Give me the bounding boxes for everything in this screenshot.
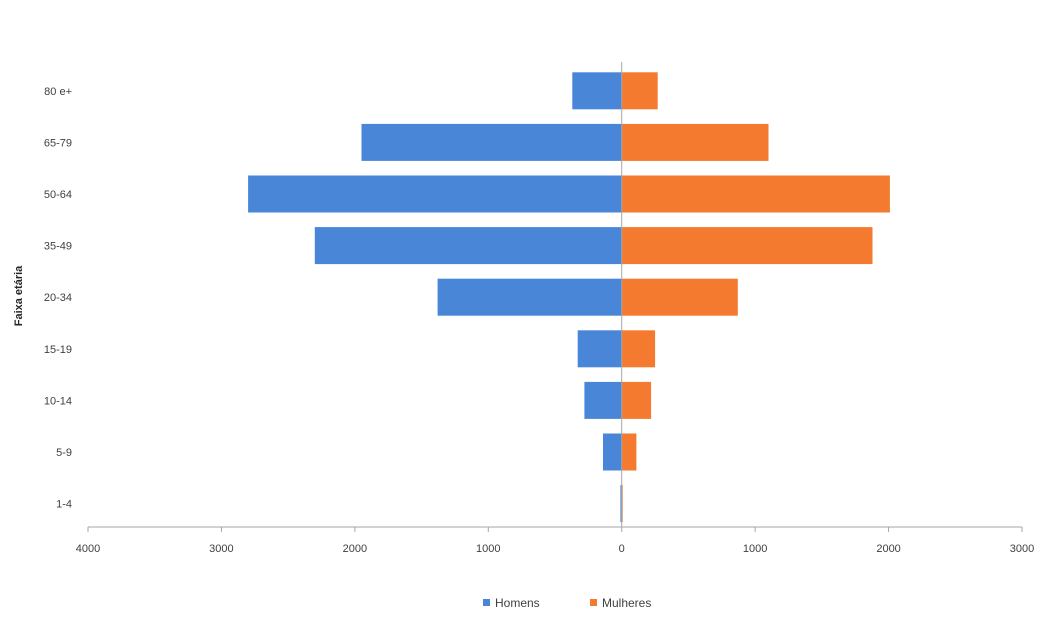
x-tick-label: 2000 xyxy=(343,543,367,555)
y-axis-title: Faixa etária xyxy=(13,265,25,326)
bar-homens-5-9 xyxy=(603,433,622,471)
bar-homens-20-34 xyxy=(437,278,622,316)
y-category-label: 65-79 xyxy=(44,137,72,149)
bar-homens-65-79 xyxy=(361,123,622,161)
y-category-label: 80 e+ xyxy=(44,86,72,98)
bar-mulheres-15-19 xyxy=(621,330,656,368)
x-tick-label: 3000 xyxy=(209,543,233,555)
x-tick-label: 1000 xyxy=(476,543,500,555)
bar-homens-1-4 xyxy=(620,485,622,523)
y-category-label: 20-34 xyxy=(44,292,72,304)
x-axis-ticks: 4000 3000 2000 1000 0 1000 2000 3000 xyxy=(76,527,1034,555)
bars-layer xyxy=(248,72,890,523)
bar-mulheres-10-14 xyxy=(621,381,652,419)
legend-label-mulheres: Mulheres xyxy=(602,596,651,610)
bar-homens-15-19 xyxy=(577,330,622,368)
bar-homens-80-e- xyxy=(572,72,622,110)
y-category-label: 10-14 xyxy=(44,395,72,407)
x-tick-label: 0 xyxy=(619,543,625,555)
bar-homens-35-49 xyxy=(314,227,622,265)
bar-mulheres-65-79 xyxy=(621,123,769,161)
legend: Homens Mulheres xyxy=(483,596,651,610)
legend-swatch-mulheres xyxy=(590,599,597,606)
bar-mulheres-35-49 xyxy=(621,227,873,265)
y-category-label: 5-9 xyxy=(56,447,72,459)
x-tick-label: 1000 xyxy=(743,543,767,555)
bar-homens-10-14 xyxy=(584,381,622,419)
y-category-label: 15-19 xyxy=(44,344,72,356)
bar-mulheres-5-9 xyxy=(621,433,637,471)
y-category-label: 35-49 xyxy=(44,241,72,253)
legend-swatch-homens xyxy=(483,599,490,606)
bar-homens-50-64 xyxy=(248,175,622,213)
x-tick-label: 3000 xyxy=(1010,543,1034,555)
legend-label-homens: Homens xyxy=(495,596,540,610)
bar-mulheres-80-e- xyxy=(621,72,658,110)
y-axis-categories: 80 e+ 65-79 50-64 35-49 20-34 15-19 10-14 5-9 1-… xyxy=(44,86,72,511)
x-tick-label: 2000 xyxy=(876,543,900,555)
bar-mulheres-20-34 xyxy=(621,278,738,316)
y-category-label: 1-4 xyxy=(56,499,72,511)
y-category-label: 50-64 xyxy=(44,189,72,201)
bar-mulheres-50-64 xyxy=(621,175,890,213)
x-tick-label: 4000 xyxy=(76,543,100,555)
